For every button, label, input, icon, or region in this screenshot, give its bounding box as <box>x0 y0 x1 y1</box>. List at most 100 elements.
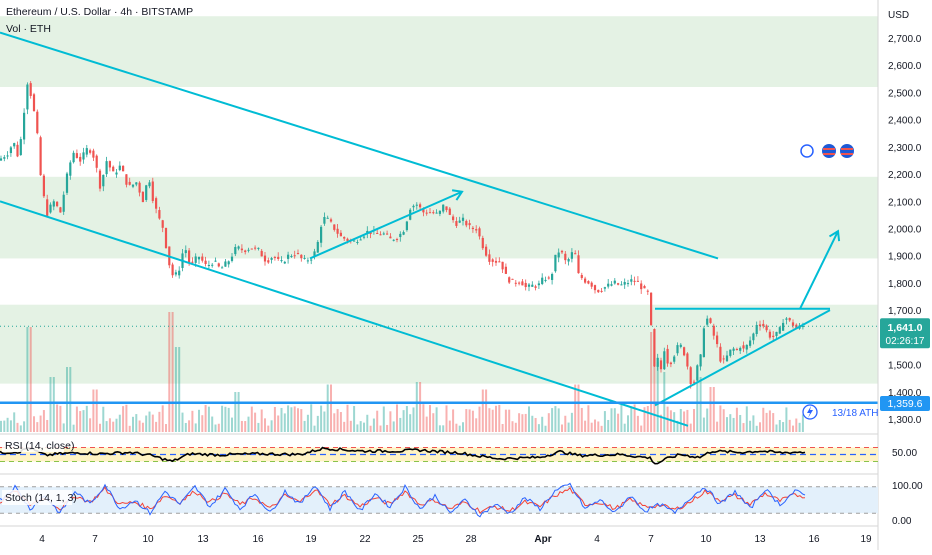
volume-bar <box>372 418 375 432</box>
volume-bar <box>244 421 247 432</box>
volume-bar <box>570 412 573 432</box>
candle-body <box>197 256 201 260</box>
volume-bar <box>353 406 356 432</box>
volume-bar <box>135 414 138 432</box>
trendline-arrow <box>309 190 463 260</box>
candle-body <box>214 260 217 262</box>
candle-body <box>432 212 435 214</box>
volume-bar <box>148 411 151 432</box>
candle-body <box>669 362 672 365</box>
zones-layer <box>0 16 878 384</box>
volume-bar <box>630 406 633 432</box>
volume-bar <box>181 412 184 432</box>
candle-body <box>138 182 141 193</box>
volume-bar <box>795 418 798 432</box>
event-icon[interactable] <box>800 144 814 158</box>
price-axis[interactable]: USD <box>888 10 909 21</box>
candle-body <box>52 201 55 207</box>
event-icons[interactable] <box>800 144 854 158</box>
time-tick: 28 <box>465 534 477 545</box>
candle-body <box>131 184 135 187</box>
flag-icon[interactable] <box>840 144 854 158</box>
candle-body <box>567 259 570 262</box>
price-tick: 2,000.0 <box>888 225 922 236</box>
candle-body <box>9 147 12 154</box>
trendline-channel-upper <box>0 31 719 260</box>
candle-body <box>758 324 762 327</box>
time-tick: Apr <box>534 534 551 545</box>
trendline-arrow <box>799 230 839 310</box>
volume-bar <box>636 415 639 432</box>
candle-body <box>593 285 597 291</box>
flag-icon[interactable] <box>822 144 836 158</box>
volume-bar <box>716 421 719 432</box>
candle-body <box>313 251 316 257</box>
volume-bar <box>702 417 705 432</box>
time-tick: 4 <box>594 534 600 545</box>
volume-bar <box>264 418 266 432</box>
volume-bar <box>712 387 715 432</box>
candle-body <box>399 233 402 238</box>
candle-body <box>428 212 432 214</box>
time-axis[interactable]: 4 7 10 13 16 19 22 25 28 Apr 4 7 10 13 16 19 <box>39 534 872 545</box>
candle-body <box>663 351 666 370</box>
volume-bar <box>168 312 171 432</box>
candle-body <box>155 198 158 209</box>
volume-bar <box>376 410 379 432</box>
candle-body <box>617 283 620 285</box>
candle-body <box>211 264 214 266</box>
volume-bar <box>214 424 217 432</box>
candle-body <box>204 260 207 265</box>
candle-body <box>686 353 689 367</box>
volume-bar <box>333 413 336 432</box>
candle-body <box>6 155 9 157</box>
volume-bar <box>306 414 309 432</box>
volume-bar <box>0 420 2 432</box>
volume-bar <box>310 404 313 432</box>
ath-marker[interactable]: 13/18 ATH <box>802 404 879 420</box>
price-ticks: 2,700.0 2,600.0 2,500.0 2,400.0 2,300.0 2,200… <box>888 34 922 426</box>
volume-bar <box>488 408 491 432</box>
candle-body <box>382 233 385 235</box>
rsi-pane <box>0 446 878 465</box>
volume-bar <box>597 421 600 432</box>
volume-bar <box>782 422 785 432</box>
volume-bar <box>161 405 164 432</box>
volume-bar <box>646 405 649 432</box>
price-tick: 2,500.0 <box>888 88 922 99</box>
volume-bar <box>462 422 464 432</box>
volume-bar <box>485 389 488 432</box>
volume-bar <box>339 412 342 432</box>
volume-bar <box>415 382 418 432</box>
candle-body <box>39 137 42 176</box>
volume-bar <box>59 405 62 432</box>
candle-body <box>725 355 729 362</box>
volume-bar <box>732 417 735 432</box>
volume-bar <box>650 332 653 432</box>
candle-body <box>785 318 788 320</box>
price-tick: 2,700.0 <box>888 34 922 45</box>
candle-body <box>518 282 521 284</box>
candle-body <box>320 226 323 243</box>
volume-bar <box>287 405 290 432</box>
stoch-label[interactable]: Stoch (14, 1, 3) <box>5 492 77 504</box>
rsi-label[interactable]: RSI (14, close) <box>5 440 74 452</box>
volume-bar <box>125 404 128 432</box>
candle-body <box>171 264 174 276</box>
volume-bar <box>429 405 431 432</box>
volume-bar <box>392 421 395 432</box>
volume-bar <box>706 408 709 432</box>
candle-body <box>92 150 95 158</box>
candle-body <box>95 155 98 168</box>
volume-bar <box>260 409 263 432</box>
volume-bar <box>537 424 540 432</box>
volume-bar <box>660 414 662 432</box>
candle-body <box>692 381 696 383</box>
candle-body <box>310 259 313 261</box>
candle-body <box>207 264 210 266</box>
candle-body <box>376 233 379 235</box>
candle-body <box>75 153 78 158</box>
volume-bar <box>29 327 32 432</box>
